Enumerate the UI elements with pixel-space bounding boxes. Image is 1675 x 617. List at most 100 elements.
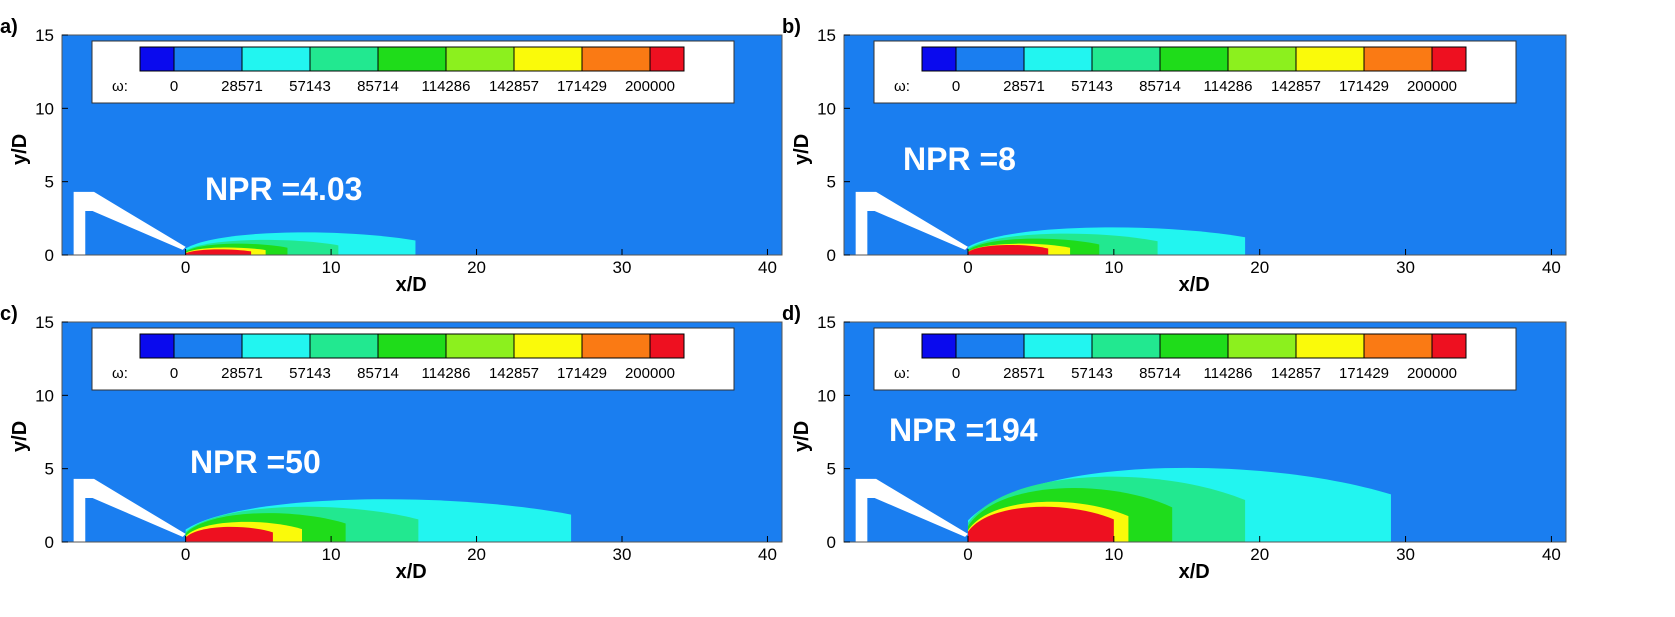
nozzle-wall [855,478,968,542]
legend-swatch [1091,333,1161,359]
legend-level-label: 142857 [489,78,539,95]
plume-contour [185,249,252,255]
legend-level-label: 28571 [1003,78,1045,95]
x-tick-label: 20 [467,545,486,564]
legend-swatch [955,46,1025,72]
panel-label: a) [0,16,18,38]
legend-level-label: 85714 [357,78,399,95]
x-tick-label: 0 [963,545,972,564]
contour-area [855,191,1246,255]
legend-swatch [649,46,685,72]
y-tick-label: 10 [817,386,836,405]
legend-swatch [139,333,175,359]
plume-contour [967,244,1049,255]
y-tick-label: 5 [45,460,54,479]
npr-annotation: NPR =194 [889,412,1038,448]
legend-swatch [581,333,651,359]
contour-area [73,191,416,255]
legend-level-label: 142857 [489,365,539,382]
x-tick-label: 20 [1250,545,1269,564]
legend-swatch [1159,46,1229,72]
legend-level-label: 142857 [1271,78,1321,95]
legend-swatch [445,46,515,72]
legend-swatch [309,46,379,72]
panel-d: 0 10 20 30 40 0 5 10 15 x/D y/D d) NPR =194 ω: 0 28571 5… [782,303,1567,583]
legend-level-label: 57143 [1071,78,1113,95]
legend-level-label: 0 [952,365,960,382]
legend-level-label: 200000 [625,365,675,382]
y-tick-label: 10 [35,386,54,405]
x-tick-label: 0 [181,545,190,564]
nozzle-wall [855,191,968,255]
legend-level-label: 28571 [221,78,263,95]
legend-swatch [1227,333,1297,359]
nozzle-wall [73,478,186,542]
y-tick-label: 10 [35,99,54,118]
y-tick-label: 5 [45,173,54,192]
contour-area [73,478,572,542]
legend-swatch [173,46,243,72]
legend-level-label: 114286 [422,365,471,382]
legend-level-label: 171429 [557,78,607,95]
legend-swatch [241,333,311,359]
y-tick-label: 5 [827,460,836,479]
legend-level-label: 114286 [1204,78,1253,95]
legend-level-label: 171429 [557,365,607,382]
plot-frame [843,321,1567,543]
y-tick-label: 15 [817,26,836,45]
legend-swatch [1295,333,1365,359]
y-tick-label: 0 [827,533,836,552]
y-tick-label: 10 [817,99,836,118]
x-tick-label: 10 [1104,545,1123,564]
legend-symbol: ω: [112,78,128,95]
y-tick-label: 15 [35,26,54,45]
x-tick-label: 40 [1542,258,1561,277]
legend-symbol: ω: [894,78,910,95]
y-tick-label: 0 [45,246,54,265]
y-axis-label: y/D [791,421,813,452]
legend-level-label: 28571 [1003,365,1045,382]
legend-swatch [1295,46,1365,72]
legend-swatch [173,333,243,359]
panel-label: d) [782,303,801,325]
legend-swatch [1431,333,1467,359]
legend-swatch [241,46,311,72]
legend-level-label: 57143 [1071,365,1113,382]
legend-level-label: 200000 [1407,78,1457,95]
npr-annotation: NPR =8 [903,141,1016,177]
panel-label: b) [782,16,801,38]
color-legend: ω: 0 28571 57143 85714 114286 142857 171429 2000… [91,40,735,104]
legend-swatch [377,46,447,72]
legend-level-label: 57143 [289,365,331,382]
x-tick-label: 30 [1396,258,1415,277]
color-legend: ω: 0 28571 57143 85714 114286 142857 171429 2000… [873,40,1517,104]
legend-level-label: 114286 [422,78,471,95]
legend-level-label: 142857 [1271,365,1321,382]
legend-swatch [1023,46,1093,72]
x-tick-label: 40 [758,545,777,564]
contour-area [855,467,1391,542]
x-tick-label: 10 [1104,258,1123,277]
y-tick-label: 0 [827,246,836,265]
legend-level-label: 171429 [1339,365,1389,382]
legend-swatch [513,46,583,72]
x-axis-label: x/D [1179,561,1210,583]
legend-swatch [309,333,379,359]
color-legend: ω: 0 28571 57143 85714 114286 142857 171429 2000… [91,327,735,391]
legend-swatch [1023,333,1093,359]
x-tick-label: 30 [613,258,632,277]
x-axis-label: x/D [396,561,427,583]
legend-swatch [649,333,685,359]
x-tick-label: 10 [322,258,341,277]
x-tick-label: 20 [1250,258,1269,277]
legend-level-label: 171429 [1339,78,1389,95]
legend-level-label: 28571 [221,365,263,382]
legend-level-label: 85714 [1139,365,1181,382]
y-tick-label: 15 [817,313,836,332]
legend-swatch [445,333,515,359]
npr-annotation: NPR =50 [190,444,321,480]
x-axis-label: x/D [1179,274,1210,296]
x-tick-label: 0 [963,258,972,277]
y-axis-label: y/D [791,134,813,165]
legend-level-label: 200000 [625,78,675,95]
